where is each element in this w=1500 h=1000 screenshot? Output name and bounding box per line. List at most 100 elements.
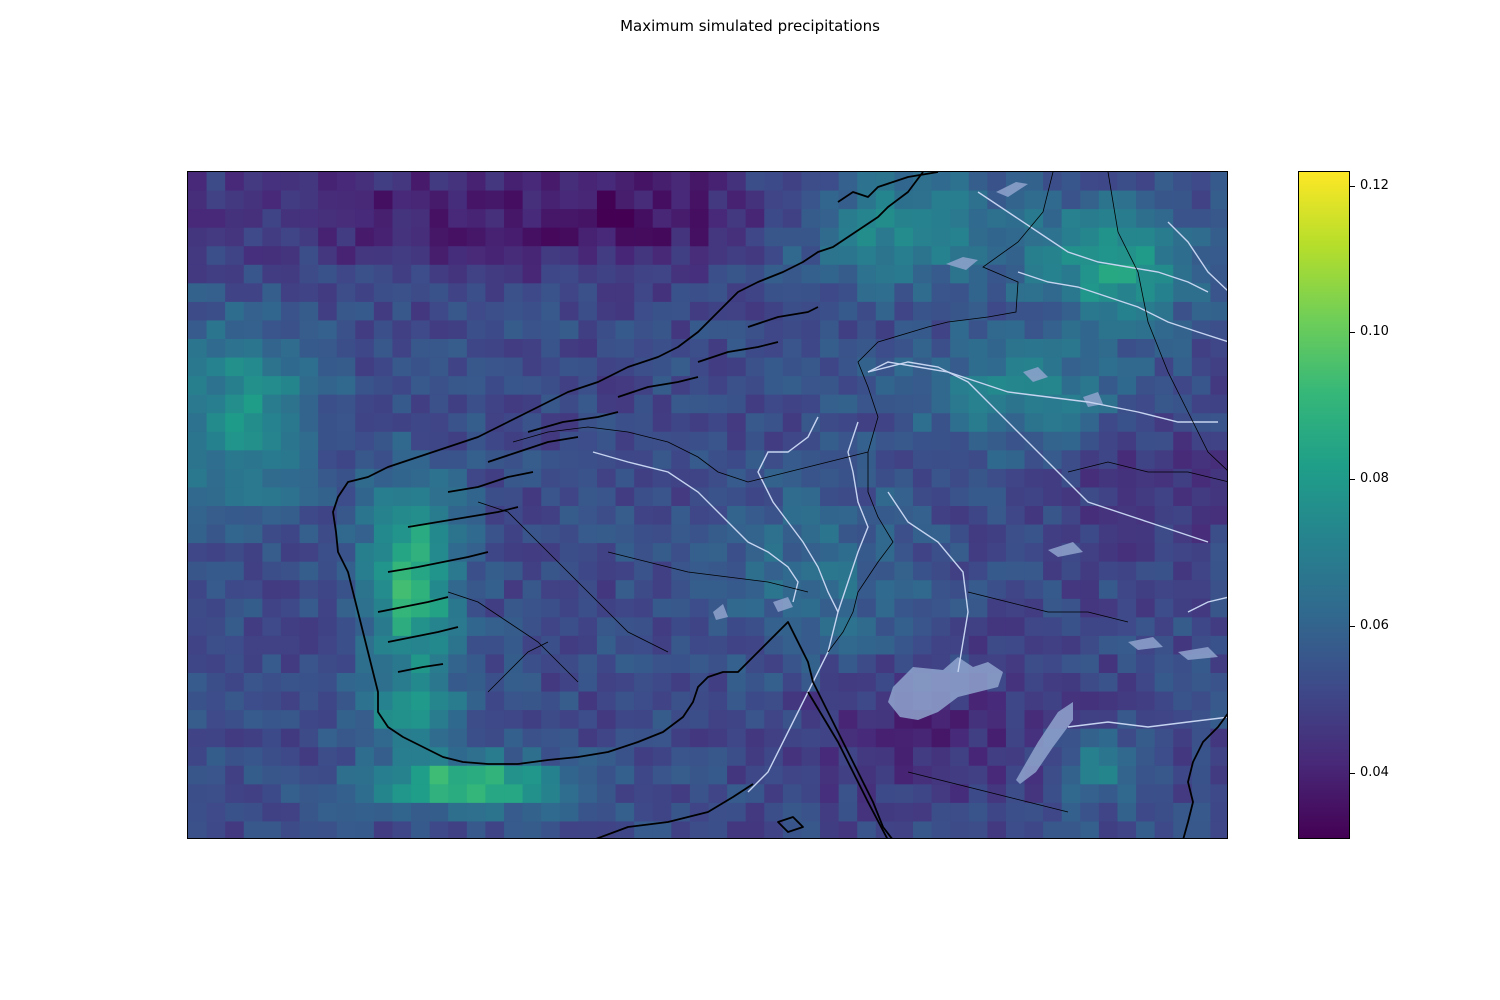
raster-cell: [1154, 617, 1174, 637]
raster-cell: [745, 635, 765, 656]
raster-cell: [280, 710, 301, 730]
raster-cell: [689, 450, 710, 470]
fjord-6: [377, 596, 449, 613]
raster-cell: [188, 339, 208, 359]
raster-cell: [355, 543, 375, 563]
raster-cell: [392, 710, 412, 730]
raster-cell: [225, 543, 245, 563]
raster-cell: [931, 357, 951, 377]
raster-cell: [838, 487, 858, 507]
raster-cell: [1117, 468, 1137, 489]
raster-cell: [912, 561, 933, 581]
raster-cell: [764, 561, 784, 581]
raster-cell: [782, 357, 803, 377]
raster-cell: [578, 710, 598, 730]
raster-cell: [448, 487, 468, 507]
raster-cell: [931, 264, 951, 284]
raster-cell: [968, 190, 988, 210]
raster-cell: [727, 673, 747, 693]
raster-cell: [1080, 802, 1100, 823]
raster-cell: [578, 802, 598, 823]
raster-cell: [615, 673, 635, 693]
raster-cell: [578, 487, 598, 507]
raster-cell: [634, 524, 654, 544]
raster-cell: [280, 691, 301, 711]
raster-cell: [820, 394, 840, 414]
raster-cell: [820, 506, 840, 526]
raster-cell: [1080, 283, 1100, 303]
raster-cell: [875, 264, 895, 284]
raster-cell: [466, 765, 487, 785]
raster-cell: [689, 617, 710, 637]
raster-cell: [373, 487, 394, 507]
raster-cell: [634, 765, 654, 785]
raster-cell: [634, 543, 654, 563]
raster-cell: [838, 264, 858, 284]
raster-cell: [820, 747, 840, 767]
raster-cell: [280, 357, 301, 377]
raster-cell: [578, 301, 598, 322]
raster-cell: [875, 524, 895, 544]
raster-cell: [708, 524, 728, 544]
raster-cell: [336, 431, 356, 451]
raster-cell: [634, 431, 654, 451]
raster-cell: [708, 654, 728, 674]
raster-cell: [504, 691, 524, 711]
raster-cell: [652, 209, 672, 229]
raster-cell: [745, 246, 765, 266]
raster-cell: [206, 543, 226, 563]
raster-cell: [634, 320, 654, 340]
raster-cell: [206, 227, 226, 247]
raster-cell: [299, 413, 319, 433]
raster-cell: [280, 728, 301, 748]
raster-cell: [522, 413, 542, 433]
raster-cell: [689, 209, 710, 229]
raster-cell: [243, 468, 263, 489]
raster-cell: [355, 617, 375, 637]
raster-cell: [1136, 691, 1156, 711]
raster-cell: [188, 487, 208, 507]
raster-cell: [1005, 468, 1026, 489]
raster-cell: [411, 320, 431, 340]
raster-cell: [355, 357, 375, 377]
raster-cell: [634, 691, 654, 711]
raster-cell: [188, 728, 208, 748]
raster-cell: [1005, 635, 1026, 656]
raster-cell: [392, 264, 412, 284]
raster-cell: [745, 339, 765, 359]
raster-cell: [931, 246, 951, 266]
raster-cell: [931, 172, 951, 192]
raster-cell: [1154, 673, 1174, 693]
raster-cell: [689, 487, 710, 507]
raster-cell: [652, 357, 672, 377]
raster-cell: [1173, 598, 1193, 618]
raster-cell: [727, 543, 747, 563]
raster-cell: [1080, 747, 1100, 767]
raster-cell: [1210, 691, 1227, 711]
raster-cell: [1024, 821, 1044, 838]
raster-cell: [987, 580, 1007, 600]
raster-cell: [541, 376, 561, 396]
raster-cell: [596, 450, 617, 470]
chart-title: Maximum simulated precipitations: [620, 17, 880, 35]
raster-cell: [894, 598, 914, 618]
raster-cell: [262, 450, 282, 470]
raster-cell: [912, 376, 933, 396]
raster-cell: [894, 487, 914, 507]
raster-cell: [522, 784, 542, 804]
raster-cell: [894, 747, 914, 767]
raster-cell: [188, 765, 208, 785]
raster-cell: [411, 209, 431, 229]
raster-cell: [689, 765, 710, 785]
raster-cell: [336, 339, 356, 359]
raster-cell: [615, 765, 635, 785]
raster-cell: [466, 487, 487, 507]
raster-cell: [1043, 172, 1063, 192]
raster-cell: [894, 765, 914, 785]
raster-cell: [689, 598, 710, 618]
raster-cell: [225, 376, 245, 396]
raster-cell: [894, 784, 914, 804]
raster-cell: [1005, 673, 1026, 693]
raster-cell: [1191, 468, 1212, 489]
raster-cell: [1154, 506, 1174, 526]
